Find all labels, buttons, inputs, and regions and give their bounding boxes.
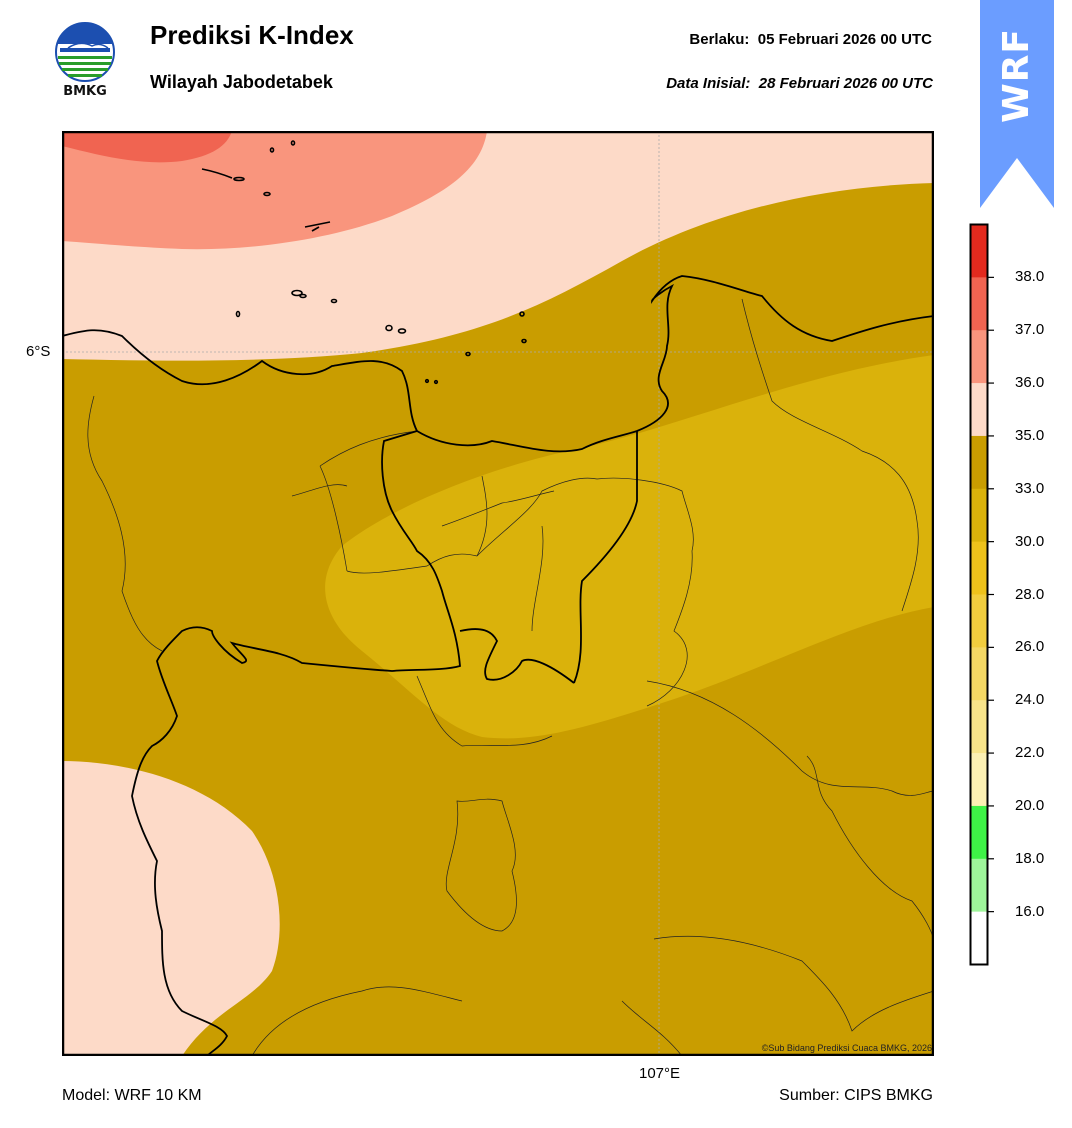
zone-k-37-38 [62, 131, 232, 163]
colorbar-label: 26.0 [1015, 638, 1045, 656]
colorbar-label: 38.0 [1015, 268, 1045, 286]
colorbar-band [970, 383, 988, 437]
colorbar-band [970, 647, 988, 701]
colorbar-band [970, 488, 988, 543]
colorbar-band [970, 858, 988, 913]
colorbar-label: 36.0 [1015, 374, 1045, 392]
colorbar-band [970, 911, 988, 965]
colorbar-band [970, 594, 988, 648]
map-title: Prediksi K-Index [150, 20, 354, 50]
longitude-label: 107°E [639, 1065, 681, 1082]
colorbar-band [970, 435, 988, 490]
latitude-label: 6°S [26, 343, 51, 360]
colorbar-label: 16.0 [1015, 902, 1045, 920]
zone-k-30-33 [325, 355, 934, 739]
wrf-badge-icon [980, 0, 1054, 208]
colorbar [969, 223, 994, 966]
map-subtitle: Wilayah Jabodetabek [150, 72, 333, 92]
k-index-map [62, 131, 934, 1056]
colorbar-label: 35.0 [1015, 426, 1045, 444]
colorbar-band [970, 277, 988, 331]
wrf-badge: WRF [980, 0, 1054, 150]
zone-k-35-36-southwest [62, 761, 280, 1056]
source-info: Sumber: CIPS BMKG [779, 1087, 933, 1104]
colorbar-band [970, 700, 988, 754]
thousand-islands [201, 140, 527, 385]
colorbar-label: 33.0 [1015, 479, 1045, 497]
init-time: Data Inisial: 28 Februari 2026 00 UTC [666, 75, 933, 92]
colorbar-band [970, 330, 988, 384]
colorbar-label: 22.0 [1015, 744, 1045, 762]
colorbar-label: 30.0 [1015, 532, 1045, 550]
map-frame [62, 131, 934, 1056]
colorbar-band [970, 541, 988, 595]
colorbar-label: 18.0 [1015, 849, 1045, 867]
colorbar-label: 20.0 [1015, 796, 1045, 814]
colorbar-label: 37.0 [1015, 321, 1045, 339]
colorbar-label: 28.0 [1015, 585, 1045, 603]
colorbar-band [970, 805, 988, 860]
credit-text: ©Sub Bidang Prediksi Cuaca BMKG, 2026 [761, 1043, 932, 1053]
district-boundaries [87, 298, 934, 1056]
bmkg-logo: BMKG [50, 18, 120, 102]
colorbar-band [970, 224, 988, 278]
province-boundaries [62, 275, 934, 1056]
colorbar-band [970, 753, 988, 807]
model-info: Model: WRF 10 KM [62, 1087, 202, 1104]
valid-time: Berlaku: 05 Februari 2026 00 UTC [689, 31, 932, 48]
colorbar-label: 24.0 [1015, 691, 1045, 709]
bmkg-emblem-icon [55, 22, 115, 82]
logo-text: BMKG [63, 84, 107, 99]
wrf-badge-text: WRF [996, 27, 1038, 123]
